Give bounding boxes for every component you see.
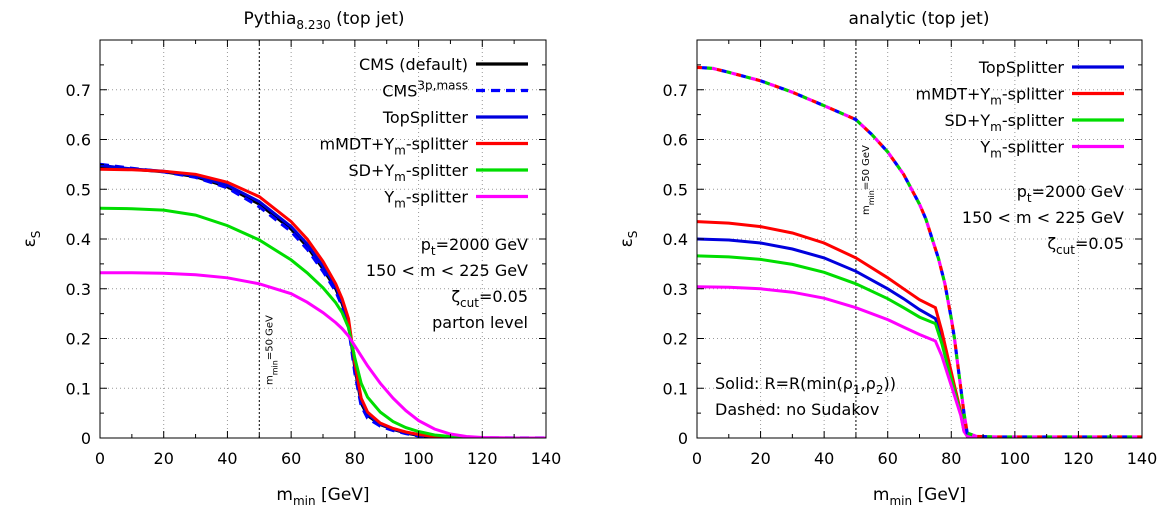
y-tick-label: 0.4 — [66, 230, 91, 249]
y-tick-label: 0 — [81, 429, 91, 448]
y-axis-label: εS — [617, 231, 640, 248]
x-tick-label: 20 — [750, 449, 770, 468]
x-tick-label: 60 — [878, 449, 898, 468]
series-no-sudakov-all-taggers--dash-0 — [697, 65, 1142, 438]
y-tick-label: 0.2 — [663, 330, 688, 349]
mmin-reference-label: mmin=50 GeV — [264, 315, 279, 385]
legend-label: mMDT+Ym-splitter — [916, 85, 1065, 108]
y-tick-label: 0.7 — [663, 81, 688, 100]
x-axis-label: mmin [GeV] — [276, 485, 369, 508]
mmin-reference-label: mmin=50 GeV — [861, 145, 876, 215]
annotation-text: ζcut=0.05 — [1047, 234, 1124, 257]
x-tick-label: 120 — [467, 449, 498, 468]
note-text: Dashed: no Sudakov — [715, 400, 879, 419]
legend-label: CMS (default) — [359, 55, 468, 74]
y-tick-label: 0.3 — [663, 280, 688, 299]
x-axis-label: mmin [GeV] — [873, 485, 966, 508]
y-tick-label: 0.6 — [66, 131, 91, 150]
x-tick-label: 80 — [941, 449, 961, 468]
x-tick-label: 40 — [217, 449, 237, 468]
x-tick-label: 120 — [1063, 449, 1094, 468]
x-tick-label: 0 — [95, 449, 105, 468]
annotation-text: 150 < m < 225 GeV — [366, 261, 528, 280]
y-tick-label: 0.2 — [66, 330, 91, 349]
chart-title: Pythia8.230 (top jet) — [243, 9, 404, 32]
y-tick-label: 0.3 — [66, 280, 91, 299]
x-tick-label: 100 — [1000, 449, 1031, 468]
y-tick-label: 0.5 — [663, 180, 688, 199]
series-no-sudakov-all-taggers--dash-3 — [697, 65, 1142, 438]
panel-analytic: mmin=50 GeV 0 20 40 60 80 100 120 140 0 0.1 0.2 0.3 0… — [617, 9, 1157, 508]
y-tick-label: 0 — [678, 429, 688, 448]
legend-label: TopSplitter — [978, 58, 1065, 77]
x-tick-label: 140 — [1127, 449, 1158, 468]
y-tick-label: 0.1 — [663, 379, 688, 398]
x-tick-label: 80 — [345, 449, 365, 468]
annotation-text: 150 < m < 225 GeV — [962, 208, 1124, 227]
annotation-text: pt=2000 GeV — [1017, 182, 1124, 205]
legend-label: Ym-splitter — [979, 138, 1064, 161]
panel-pythia: mmin=50 GeV 0 20 40 60 80 100 120 140 0 0.1 0.2 0.3 0… — [20, 9, 561, 508]
annotation-text: ζcut=0.05 — [451, 287, 528, 310]
y-tick-label: 0.7 — [66, 81, 91, 100]
x-tick-label: 40 — [814, 449, 834, 468]
y-tick-label: 0.5 — [66, 180, 91, 199]
x-tick-label: 20 — [154, 449, 174, 468]
y-tick-label: 0.6 — [663, 131, 688, 150]
x-tick-label: 140 — [531, 449, 562, 468]
legend-label: SD+Ym-splitter — [945, 111, 1065, 134]
y-tick-label: 0.1 — [66, 379, 91, 398]
chart-title: analytic (top jet) — [849, 9, 990, 29]
annotation-text: pt=2000 GeV — [421, 235, 528, 258]
annotation-text: parton level — [432, 313, 528, 332]
x-tick-label: 100 — [403, 449, 434, 468]
y-axis-label: εS — [20, 231, 43, 248]
note-text: Solid: R=R(min(ρ1,ρ2)) — [715, 374, 896, 397]
x-tick-label: 0 — [692, 449, 702, 468]
x-tick-label: 60 — [281, 449, 301, 468]
legend-label: CMS3p,mass — [382, 79, 468, 101]
legend-label: Ym-splitter — [383, 188, 468, 211]
legend-label: mMDT+Ym-splitter — [320, 135, 469, 158]
legend-label: SD+Ym-splitter — [349, 161, 469, 184]
legend-label: TopSplitter — [382, 108, 469, 127]
y-tick-label: 0.4 — [663, 230, 688, 249]
